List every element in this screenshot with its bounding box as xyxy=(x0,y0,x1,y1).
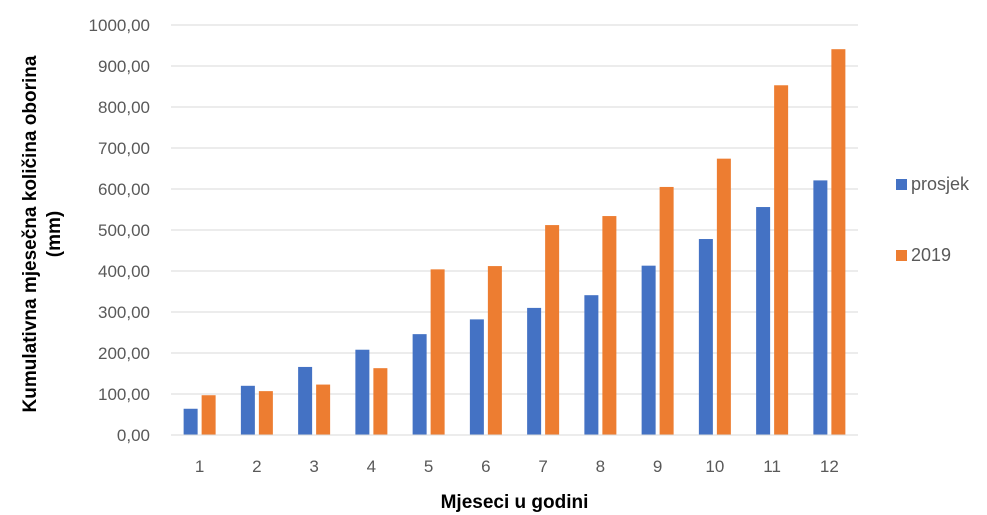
bar-prosjek-11 xyxy=(756,207,771,435)
x-tick-label: 12 xyxy=(820,457,839,476)
y-tick-label: 700,00 xyxy=(98,139,150,158)
bar-2019-12 xyxy=(831,49,846,435)
y-tick-label: 900,00 xyxy=(98,57,150,76)
bar-2019-3 xyxy=(316,384,331,435)
bar-prosjek-10 xyxy=(698,239,713,435)
x-axis-title: Mjeseci u godini xyxy=(441,492,589,513)
y-axis-title-line-2: (mm) xyxy=(44,211,65,257)
x-tick-label: 1 xyxy=(195,457,204,476)
y-tick-label: 1000,00 xyxy=(89,16,150,35)
x-tick-label: 2 xyxy=(252,457,261,476)
y-tick-label: 800,00 xyxy=(98,98,150,117)
gridlines xyxy=(171,24,858,395)
bar-2019-1 xyxy=(201,395,216,435)
bars xyxy=(183,49,846,436)
x-tick-label: 10 xyxy=(705,457,724,476)
bar-prosjek-1 xyxy=(183,408,198,435)
bar-prosjek-4 xyxy=(355,349,370,435)
x-tick-label: 7 xyxy=(538,457,547,476)
y-axis-ticks: 0,00 100,00 200,00 300,00 400,00 500,00 600,00… xyxy=(89,16,150,445)
bar-prosjek-6 xyxy=(469,319,484,435)
bar-prosjek-9 xyxy=(641,265,656,435)
x-tick-label: 3 xyxy=(309,457,318,476)
bar-2019-9 xyxy=(659,186,674,435)
bar-prosjek-12 xyxy=(813,180,828,435)
bar-2019-10 xyxy=(716,158,731,435)
x-tick-label: 9 xyxy=(653,457,662,476)
bar-2019-7 xyxy=(545,225,560,435)
bar-2019-2 xyxy=(258,391,273,435)
bar-2019-8 xyxy=(602,216,617,435)
y-tick-label: 0,00 xyxy=(117,426,150,445)
legend-label: prosjek xyxy=(911,174,970,194)
bar-2019-5 xyxy=(430,269,445,435)
bar-prosjek-5 xyxy=(412,334,427,435)
bar-2019-4 xyxy=(373,368,388,435)
y-tick-label: 200,00 xyxy=(98,344,150,363)
x-tick-label: 4 xyxy=(367,457,376,476)
y-tick-label: 600,00 xyxy=(98,180,150,199)
bar-prosjek-3 xyxy=(298,366,313,435)
y-tick-label: 100,00 xyxy=(98,385,150,404)
bar-prosjek-2 xyxy=(240,385,255,435)
y-axis-title-line-1: Kumulativna mjesečna količina oborina xyxy=(20,55,41,412)
bar-2019-11 xyxy=(774,85,789,436)
legend-label: 2019 xyxy=(911,245,951,265)
legend-swatch xyxy=(896,179,907,190)
x-tick-label: 5 xyxy=(424,457,433,476)
y-tick-label: 300,00 xyxy=(98,303,150,322)
bar-prosjek-7 xyxy=(527,307,542,435)
legend: prosjek 2019 xyxy=(896,174,970,265)
y-axis-title: Kumulativna mjesečna količina oborina (m… xyxy=(20,55,65,412)
y-tick-label: 400,00 xyxy=(98,262,150,281)
bar-prosjek-8 xyxy=(584,295,599,435)
x-tick-label: 6 xyxy=(481,457,490,476)
x-tick-label: 8 xyxy=(596,457,605,476)
legend-swatch xyxy=(896,250,907,261)
x-axis-ticks: 1 2 3 4 5 6 7 8 9 10 11 12 xyxy=(195,457,839,476)
x-tick-label: 11 xyxy=(763,457,781,476)
bar-2019-6 xyxy=(487,266,502,435)
y-tick-label: 500,00 xyxy=(98,221,150,240)
